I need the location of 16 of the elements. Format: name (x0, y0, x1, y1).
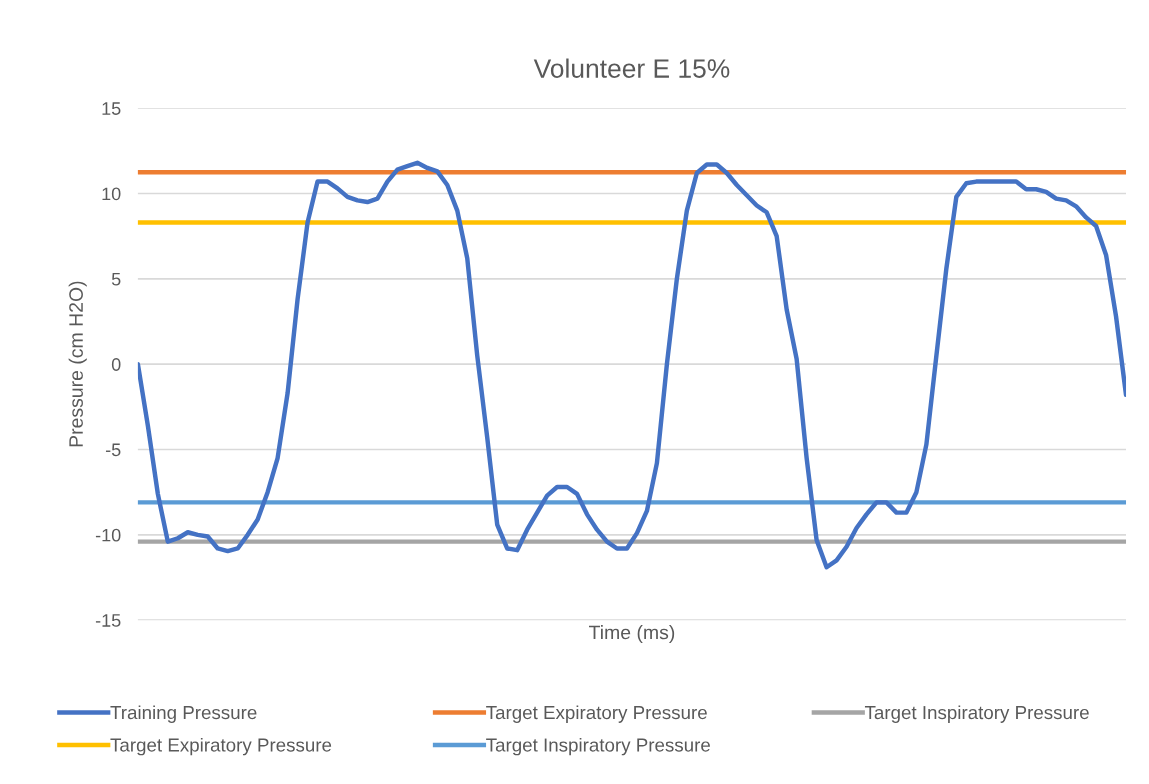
y-tick-label: 5 (111, 272, 121, 286)
y-tick-label: -10 (95, 528, 121, 542)
legend-label: Target Expiratory Pressure (486, 705, 707, 723)
legend-label: Target Inspiratory Pressure (864, 705, 1089, 723)
y-tick-label: 0 (111, 358, 121, 371)
legend-label: Training Pressure (110, 705, 257, 723)
y-tick-label: 15 (102, 102, 121, 115)
y-tick-label: -15 (95, 614, 121, 627)
y-axis-title: Pressure (cm H2O) (68, 281, 87, 447)
y-tick-label: -5 (105, 443, 121, 457)
y-tick-label: 10 (102, 187, 121, 201)
legend-label: Target Expiratory Pressure (110, 737, 332, 756)
legend-label: Target Inspiratory Pressure (486, 737, 710, 756)
x-axis-title: Time (ms) (589, 625, 675, 644)
line-series (137, 160, 1127, 570)
chart-title: Volunteer E 15% (533, 58, 730, 78)
